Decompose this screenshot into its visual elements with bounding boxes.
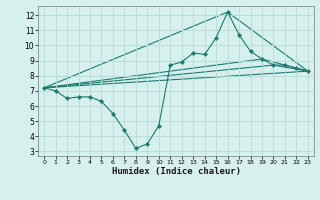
X-axis label: Humidex (Indice chaleur): Humidex (Indice chaleur)	[111, 167, 241, 176]
